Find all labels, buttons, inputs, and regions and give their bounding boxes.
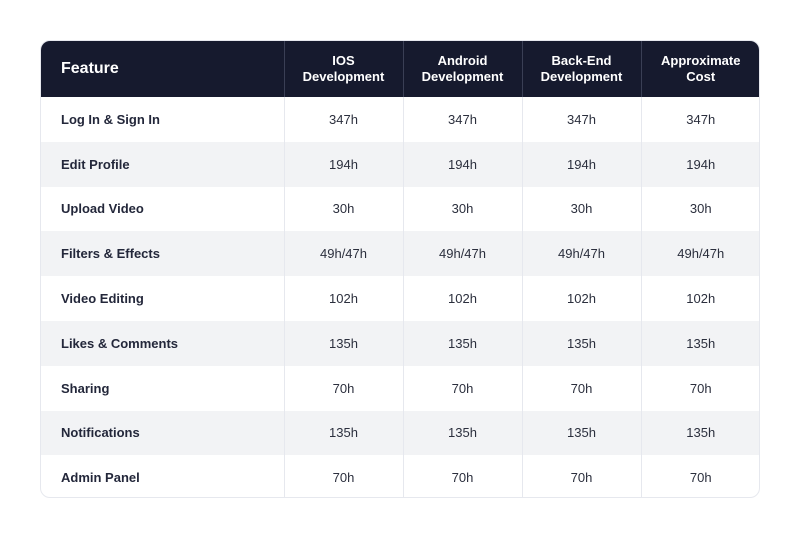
cost-cell: 102h bbox=[640, 276, 759, 321]
android-cell: 70h bbox=[402, 455, 522, 497]
table-body: Log In & Sign In 347h 347h 347h 347h Edi… bbox=[41, 97, 759, 497]
cost-cell: 70h bbox=[640, 455, 759, 497]
feature-cost-table: Feature IOS Development Android Developm… bbox=[41, 41, 759, 497]
cost-cell: 49h/47h bbox=[640, 231, 759, 277]
backend-cell: 135h bbox=[521, 410, 641, 456]
header-android-line1: Android bbox=[437, 53, 488, 68]
android-cell: 49h/47h bbox=[402, 231, 522, 277]
android-cell: 102h bbox=[402, 276, 522, 321]
backend-cell: 135h bbox=[521, 320, 641, 366]
header-backend-line2: Development bbox=[540, 69, 623, 84]
feature-cell: Sharing bbox=[61, 380, 110, 396]
header-backend-development: Back-End Development bbox=[521, 41, 641, 97]
header-approximate-cost: Approximate Cost bbox=[640, 41, 759, 97]
android-cell: 194h bbox=[402, 141, 522, 187]
android-cell: 30h bbox=[402, 186, 522, 232]
ios-cell: 347h bbox=[283, 97, 403, 142]
android-cell: 70h bbox=[402, 365, 522, 411]
header-ios-line1: IOS bbox=[332, 53, 355, 68]
header-android-development: Android Development bbox=[402, 41, 522, 97]
ios-cell: 135h bbox=[283, 410, 403, 456]
table-header: Feature IOS Development Android Developm… bbox=[41, 41, 759, 97]
backend-cell: 49h/47h bbox=[521, 231, 641, 277]
feature-cell: Edit Profile bbox=[61, 156, 130, 172]
ios-cell: 30h bbox=[283, 186, 403, 232]
feature-cost-table-container: Feature IOS Development Android Developm… bbox=[40, 40, 760, 498]
backend-cell: 70h bbox=[521, 455, 641, 497]
header-cost-line2: Cost bbox=[686, 69, 716, 84]
header-ios-line2: Development bbox=[302, 69, 385, 84]
backend-cell: 194h bbox=[521, 141, 641, 187]
ios-cell: 102h bbox=[283, 276, 403, 321]
feature-cell: Video Editing bbox=[61, 291, 144, 307]
header-cost-line1: Approximate bbox=[661, 53, 741, 68]
feature-cell: Upload Video bbox=[61, 201, 144, 217]
backend-cell: 70h bbox=[521, 365, 641, 411]
table-row: Video Editing 102h 102h 102h 102h bbox=[41, 276, 759, 321]
feature-cell: Filters & Effects bbox=[61, 246, 160, 262]
ios-cell: 194h bbox=[283, 141, 403, 187]
header-android-line2: Development bbox=[421, 69, 504, 84]
ios-cell: 70h bbox=[283, 365, 403, 411]
header-row: Feature IOS Development Android Developm… bbox=[41, 41, 759, 97]
cost-cell: 70h bbox=[640, 365, 759, 411]
android-cell: 135h bbox=[402, 320, 522, 366]
ios-cell: 70h bbox=[283, 455, 403, 497]
cost-cell: 30h bbox=[640, 186, 759, 232]
table-row: Upload Video 30h 30h 30h 30h bbox=[41, 186, 759, 232]
cost-cell: 135h bbox=[640, 410, 759, 456]
table-row: Sharing 70h 70h 70h 70h bbox=[41, 365, 759, 411]
android-cell: 347h bbox=[402, 97, 522, 142]
backend-cell: 347h bbox=[521, 97, 641, 142]
header-feature-label: Feature bbox=[61, 60, 119, 77]
android-cell: 135h bbox=[402, 410, 522, 456]
cost-cell: 347h bbox=[640, 97, 759, 142]
feature-cell: Log In & Sign In bbox=[61, 111, 160, 127]
table-row: Likes & Comments 135h 135h 135h 135h bbox=[41, 320, 759, 366]
cost-cell: 194h bbox=[640, 141, 759, 187]
header-feature: Feature bbox=[41, 41, 284, 97]
cost-cell: 135h bbox=[640, 320, 759, 366]
backend-cell: 102h bbox=[521, 276, 641, 321]
ios-cell: 135h bbox=[283, 320, 403, 366]
feature-cell: Admin Panel bbox=[61, 470, 140, 486]
header-ios-development: IOS Development bbox=[283, 41, 403, 97]
header-backend-line1: Back-End bbox=[551, 53, 612, 68]
table-row: Log In & Sign In 347h 347h 347h 347h bbox=[41, 97, 759, 142]
table-row: Edit Profile 194h 194h 194h 194h bbox=[41, 141, 759, 187]
feature-cell: Notifications bbox=[61, 425, 140, 441]
feature-cell: Likes & Comments bbox=[61, 335, 179, 351]
table-row: Filters & Effects 49h/47h 49h/47h 49h/47… bbox=[41, 231, 759, 277]
table-row: Admin Panel 70h 70h 70h 70h bbox=[41, 455, 759, 497]
backend-cell: 30h bbox=[521, 186, 641, 232]
table-row: Notifications 135h 135h 135h 135h bbox=[41, 410, 759, 456]
ios-cell: 49h/47h bbox=[283, 231, 403, 277]
